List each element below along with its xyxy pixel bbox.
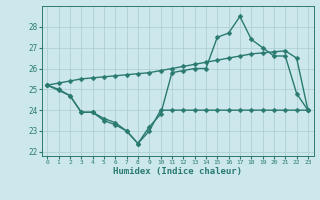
X-axis label: Humidex (Indice chaleur): Humidex (Indice chaleur): [113, 167, 242, 176]
